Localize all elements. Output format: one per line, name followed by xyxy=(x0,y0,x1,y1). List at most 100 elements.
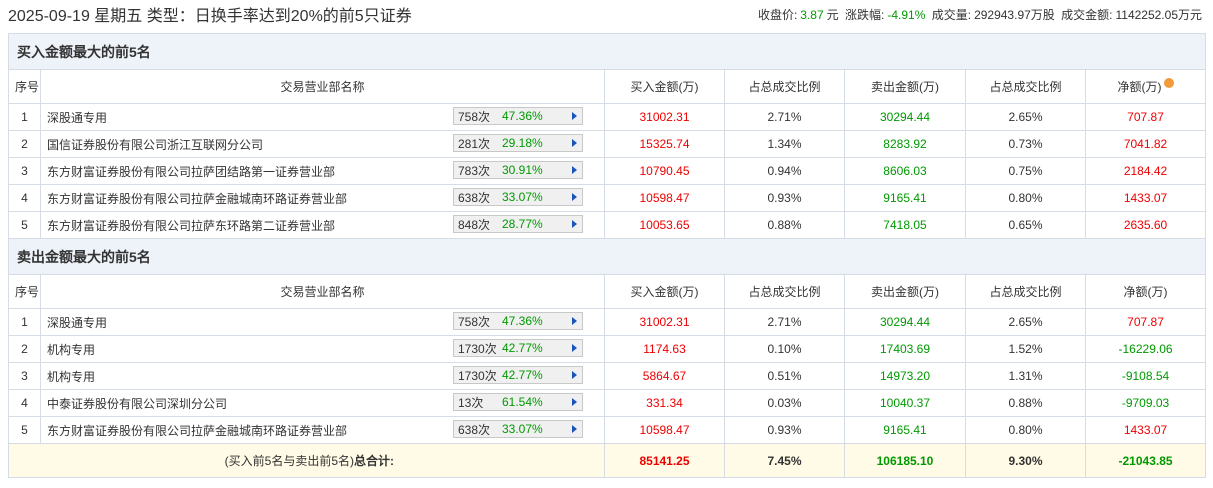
help-icon xyxy=(1163,78,1174,88)
column-header: 买入金额(万) xyxy=(604,274,725,309)
times: 783次 xyxy=(458,163,491,178)
times: 1730次 xyxy=(458,368,497,383)
data-row: 1 深股通专用 758次 47.36% 31002.31 2.71% 30294.44 2.6… xyxy=(8,103,1207,131)
buy-ratio: 0.03% xyxy=(724,389,845,417)
label: 收盘价: xyxy=(757,7,798,22)
data-row: 3 东方财富证券股份有限公司拉萨团结路第一证券营业部 783次 30.91% 10790… xyxy=(8,157,1207,185)
buy-ratio: 0.94% xyxy=(724,157,845,185)
broker-cell: 东方财富证券股份有限公司拉萨东环路第二证券营业部 848次 28.77% xyxy=(40,211,605,239)
buy-ratio: 0.10% xyxy=(724,335,845,363)
win-rate: 28.77% xyxy=(502,217,543,231)
sell-amount: 9165.41 xyxy=(844,416,966,444)
total-buy-ratio: 7.45% xyxy=(724,443,845,478)
rank: 1 xyxy=(8,308,41,336)
stats-box: 783次 30.91% xyxy=(453,161,583,179)
times: 638次 xyxy=(458,422,491,437)
total-sell: 106185.10 xyxy=(844,443,966,478)
data-row: 2 机构专用 1730次 42.77% 1174.63 0.10% 17403.69 1.52… xyxy=(8,335,1207,363)
detail-arrow[interactable] xyxy=(572,166,577,174)
stats-box: 758次 47.36% xyxy=(453,107,583,125)
win-rate: 33.07% xyxy=(502,422,543,436)
buy-ratio: 1.34% xyxy=(724,130,845,158)
net-amount: 707.87 xyxy=(1084,308,1207,336)
date: 2025-09-19 xyxy=(8,8,90,25)
sell-amount: 8606.03 xyxy=(844,157,966,185)
change: -4.91% xyxy=(887,7,926,22)
detail-arrow[interactable] xyxy=(572,220,577,228)
data-row: 2 国信证券股份有限公司浙江互联网分公司 281次 29.18% 15325.74 1.3… xyxy=(8,130,1207,158)
sell-amount: 7418.05 xyxy=(844,211,966,239)
detail-arrow[interactable] xyxy=(572,139,577,147)
rank: 4 xyxy=(8,389,41,417)
sell-ratio: 0.73% xyxy=(965,130,1086,158)
total-buy: 85141.25 xyxy=(604,443,725,478)
data-row: 1 深股通专用 758次 47.36% 31002.31 2.71% 30294.44 2.6… xyxy=(8,308,1207,336)
sell-ratio: 0.65% xyxy=(965,211,1086,239)
broker-cell: 中泰证券股份有限公司深圳分公司 13次 61.54% xyxy=(40,389,605,417)
type: 日换手率达到20%的前5只证券 xyxy=(194,8,412,25)
data-row: 5 东方财富证券股份有限公司拉萨金融城南环路证券营业部 638次 33.07% 1059… xyxy=(8,416,1207,444)
sell-amount: 30294.44 xyxy=(844,103,966,131)
buy-ratio: 0.93% xyxy=(724,416,845,444)
times: 758次 xyxy=(458,314,491,329)
stats-box: 638次 33.07% xyxy=(453,188,583,206)
column-header: 卖出金额(万) xyxy=(844,274,966,309)
label: 涨跌幅: xyxy=(845,7,885,22)
buy-amount: 31002.31 xyxy=(604,103,725,131)
detail-arrow[interactable] xyxy=(572,398,577,406)
detail-arrow[interactable] xyxy=(572,112,577,120)
buy-amount: 10790.45 xyxy=(604,157,725,185)
win-rate: 30.91% xyxy=(502,163,543,177)
win-rate: 61.54% xyxy=(502,395,543,409)
data-row: 5 东方财富证券股份有限公司拉萨东环路第二证券营业部 848次 28.77% 10053… xyxy=(8,211,1207,239)
column-header: 净额(万) xyxy=(1084,69,1207,104)
broker-cell: 深股通专用 758次 47.36% xyxy=(40,308,605,336)
sell-ratio: 1.52% xyxy=(965,335,1086,363)
broker-name: 机构专用 xyxy=(47,342,96,357)
column-header: 交易营业部名称 xyxy=(40,69,605,104)
net-amount: -9709.03 xyxy=(1084,389,1207,417)
broker-cell: 东方财富证券股份有限公司拉萨团结路第一证券营业部 783次 30.91% xyxy=(40,157,605,185)
buy-amount: 15325.74 xyxy=(604,130,725,158)
win-rate: 33.07% xyxy=(502,190,543,204)
section-title-row: 买入金额最大的前5名 xyxy=(7,33,1207,70)
broker-cell: 东方财富证券股份有限公司拉萨金融城南环路证券营业部 638次 33.07% xyxy=(40,416,605,444)
sell-ratio: 0.80% xyxy=(965,416,1086,444)
data-row: 4 东方财富证券股份有限公司拉萨金融城南环路证券营业部 638次 33.07% 1059… xyxy=(8,184,1207,212)
detail-arrow[interactable] xyxy=(572,344,577,352)
win-rate: 47.36% xyxy=(502,109,543,123)
stats-box: 848次 28.77% xyxy=(453,215,583,233)
broker-cell: 东方财富证券股份有限公司拉萨金融城南环路证券营业部 638次 33.07% xyxy=(40,184,605,212)
net-amount: 707.87 xyxy=(1084,103,1207,131)
net-amount: 2635.60 xyxy=(1084,211,1207,239)
sell-amount: 8283.92 xyxy=(844,130,966,158)
buy-ratio: 2.71% xyxy=(724,103,845,131)
stats-box: 13次 61.54% xyxy=(453,393,583,411)
broker-cell: 机构专用 1730次 42.77% xyxy=(40,335,605,363)
column-header: 交易营业部名称 xyxy=(40,274,605,309)
broker-cell: 国信证券股份有限公司浙江互联网分公司 281次 29.18% xyxy=(40,130,605,158)
broker-name: 机构专用 xyxy=(47,369,96,384)
total-net: -21043.85 xyxy=(1084,443,1207,478)
detail-arrow[interactable] xyxy=(572,317,577,325)
buy-amount: 10053.65 xyxy=(604,211,725,239)
times: 281次 xyxy=(458,136,491,151)
stats-box: 638次 33.07% xyxy=(453,420,583,438)
volume: 292943.97万股 xyxy=(974,7,1055,22)
detail-arrow[interactable] xyxy=(572,425,577,433)
buy-amount: 1174.63 xyxy=(604,335,725,363)
net-amount: -16229.06 xyxy=(1084,335,1207,363)
detail-arrow[interactable] xyxy=(572,193,577,201)
rank: 2 xyxy=(8,335,41,363)
buy-ratio: 0.93% xyxy=(724,184,845,212)
sell-ratio: 2.65% xyxy=(965,103,1086,131)
stats-box: 1730次 42.77% xyxy=(453,339,583,357)
detail-arrow[interactable] xyxy=(572,371,577,379)
times: 758次 xyxy=(458,109,491,124)
sell-amount: 10040.37 xyxy=(844,389,966,417)
win-rate: 47.36% xyxy=(502,314,543,328)
win-rate: 42.77% xyxy=(502,341,543,355)
data-row: 4 中泰证券股份有限公司深圳分公司 13次 61.54% 331.34 0.03% 1004… xyxy=(8,389,1207,417)
rank: 3 xyxy=(8,157,41,185)
